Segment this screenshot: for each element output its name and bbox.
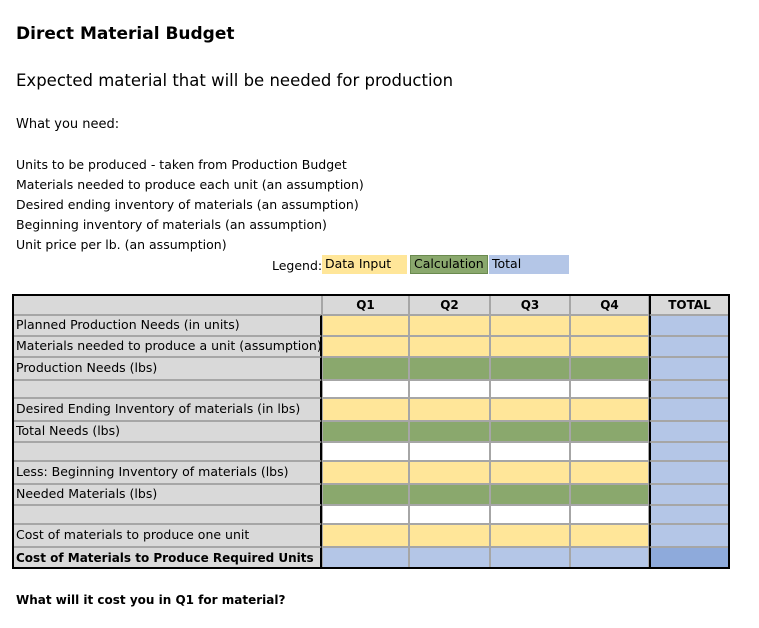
- row-label: Total Needs (lbs): [12, 421, 322, 442]
- table-cell: [490, 524, 570, 547]
- table-cell: [409, 336, 490, 357]
- table-cell: [490, 442, 570, 461]
- subtitle: Expected material that will be needed fo…: [16, 71, 454, 90]
- table-cell: [322, 442, 409, 461]
- table-cell: [322, 505, 409, 524]
- needs-heading: What you need:: [16, 117, 120, 132]
- table-cell: [570, 505, 649, 524]
- table-cell: [570, 398, 649, 421]
- table-frame: [12, 294, 730, 569]
- column-header: Q1: [322, 294, 409, 315]
- table-cell: [570, 484, 649, 505]
- legend-label: Legend:: [272, 258, 323, 273]
- table-cell: [409, 380, 490, 398]
- need-item: Units to be produced - taken from Produc…: [16, 157, 347, 172]
- table-cell: [490, 461, 570, 484]
- table-cell: [322, 421, 409, 442]
- column-header: Q3: [490, 294, 570, 315]
- need-item: Unit price per lb. (an assumption): [16, 237, 227, 252]
- table-cell: [570, 380, 649, 398]
- table-cell: [570, 315, 649, 336]
- table-cell: [490, 357, 570, 380]
- table-cell: [409, 442, 490, 461]
- row-label: Desired Ending Inventory of materials (i…: [12, 398, 322, 421]
- table-cell: [570, 336, 649, 357]
- table-cell: [322, 315, 409, 336]
- row-label: Less: Beginning Inventory of materials (…: [12, 461, 322, 484]
- table-cell: [322, 484, 409, 505]
- table-cell: [409, 505, 490, 524]
- table-cell: [322, 380, 409, 398]
- need-item: Desired ending inventory of materials (a…: [16, 197, 359, 212]
- table-cell: [490, 336, 570, 357]
- table-cell: [570, 524, 649, 547]
- table-cell: [490, 484, 570, 505]
- table-cell: [490, 505, 570, 524]
- table-cell: [490, 398, 570, 421]
- title: Direct Material Budget: [16, 24, 235, 44]
- table-cell: [490, 315, 570, 336]
- table-cell: [409, 484, 490, 505]
- table-cell: [409, 524, 490, 547]
- table-cell: [490, 421, 570, 442]
- row-label: Planned Production Needs (in units): [12, 315, 322, 336]
- table-cell: [409, 398, 490, 421]
- table-cell: [409, 315, 490, 336]
- table-cell: [322, 357, 409, 380]
- table-cell: [409, 357, 490, 380]
- need-item: Materials needed to produce each unit (a…: [16, 177, 364, 192]
- table-cell: [409, 461, 490, 484]
- need-item: Beginning inventory of materials (an ass…: [16, 217, 327, 232]
- legend-item: Total: [489, 255, 569, 274]
- table-cell: [409, 421, 490, 442]
- table-cell: [570, 421, 649, 442]
- row-label: Needed Materials (lbs): [12, 484, 322, 505]
- row-label: Production Needs (lbs): [12, 357, 322, 380]
- table-cell: [322, 524, 409, 547]
- table-cell: [570, 461, 649, 484]
- row-label: Cost of materials to produce one unit: [12, 524, 322, 547]
- row-label: Materials needed to produce a unit (assu…: [12, 336, 322, 357]
- table-cell: [322, 336, 409, 357]
- table-cell: [570, 357, 649, 380]
- table-cell: [490, 380, 570, 398]
- legend-item: Data Input: [322, 255, 407, 274]
- table-cell: [570, 442, 649, 461]
- question: What will it cost you in Q1 for material…: [16, 593, 286, 607]
- table-cell: [322, 398, 409, 421]
- legend-item: Calculation: [410, 255, 488, 274]
- table-cell: [322, 461, 409, 484]
